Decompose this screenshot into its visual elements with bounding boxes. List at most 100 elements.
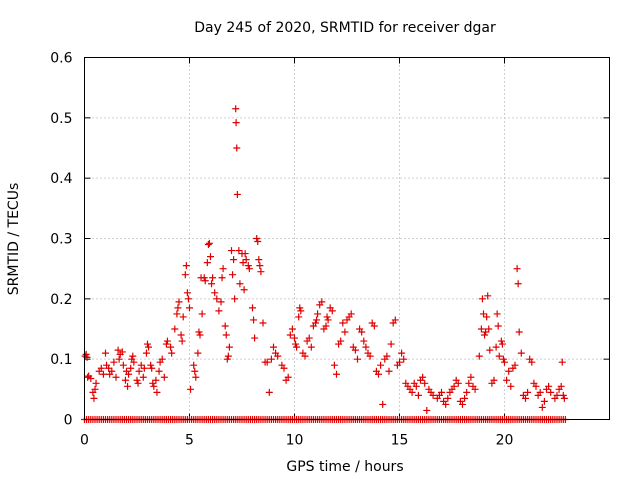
data-point — [478, 295, 486, 303]
data-point — [307, 343, 315, 351]
data-points — [81, 105, 569, 423]
data-point — [125, 370, 133, 378]
data-point — [408, 388, 416, 396]
data-point — [140, 364, 148, 372]
data-point — [254, 238, 262, 246]
data-point — [482, 328, 490, 336]
data-point — [536, 388, 544, 396]
data-point — [515, 328, 523, 336]
data-point — [323, 313, 331, 321]
data-point — [105, 364, 113, 372]
data-point — [124, 382, 132, 390]
data-point — [354, 355, 361, 363]
data-point — [513, 265, 521, 273]
x-tick-label: 20 — [496, 433, 514, 449]
data-point — [377, 361, 385, 369]
data-point — [547, 388, 555, 396]
data-point — [339, 319, 347, 327]
data-point — [330, 361, 338, 369]
data-point — [99, 370, 107, 378]
data-point — [148, 364, 156, 372]
data-point — [219, 265, 227, 273]
x-tick-label: 5 — [185, 433, 194, 449]
data-point — [253, 235, 261, 242]
data-point — [127, 364, 135, 372]
data-point — [494, 322, 502, 330]
data-point — [229, 271, 237, 279]
x-tick-label: 10 — [286, 433, 304, 449]
data-point — [274, 352, 282, 360]
data-point — [322, 322, 330, 330]
data-point — [239, 259, 247, 267]
data-point — [557, 382, 565, 390]
data-point — [228, 247, 235, 255]
data-point — [517, 349, 525, 357]
data-point — [186, 304, 193, 312]
data-point — [178, 337, 186, 345]
data-point — [97, 364, 105, 372]
data-point — [173, 310, 181, 318]
data-point — [256, 262, 264, 270]
data-point — [167, 343, 175, 351]
y-tick-label: 0.2 — [50, 292, 72, 308]
data-point — [201, 277, 209, 285]
data-point — [423, 406, 431, 414]
data-point — [208, 280, 216, 288]
data-point — [251, 334, 259, 342]
data-point — [177, 331, 185, 339]
data-point — [459, 400, 466, 408]
data-point — [454, 379, 462, 387]
data-point — [257, 268, 265, 276]
data-point — [147, 361, 155, 369]
tick-layer: 0 0.1 0.2 0.3 0.4 0.5 0.6 0 5 10 15 20 — [50, 51, 610, 449]
data-point — [505, 367, 513, 375]
data-point — [158, 355, 166, 363]
data-point — [480, 310, 487, 318]
data-point — [400, 355, 408, 363]
data-point — [358, 328, 366, 336]
data-point — [181, 271, 189, 279]
data-point — [291, 334, 298, 342]
data-point — [244, 262, 252, 270]
data-point — [232, 105, 240, 113]
data-point — [241, 250, 249, 258]
data-point — [137, 361, 145, 369]
data-point — [129, 352, 137, 360]
data-point — [92, 379, 100, 387]
data-point — [139, 373, 147, 381]
data-point — [242, 256, 250, 264]
data-point — [301, 352, 309, 360]
data-point — [114, 346, 122, 354]
data-point — [498, 340, 506, 348]
data-point — [375, 370, 382, 378]
data-point — [532, 382, 540, 390]
data-point — [222, 331, 230, 339]
data-point — [235, 247, 243, 255]
data-point — [112, 373, 120, 381]
data-point — [318, 298, 326, 306]
data-point — [385, 367, 393, 375]
data-point — [145, 343, 153, 351]
data-point — [444, 394, 452, 402]
data-point — [110, 358, 118, 366]
y-tick-label: 0 — [64, 413, 73, 429]
data-point — [360, 337, 368, 345]
data-point — [429, 391, 437, 399]
data-point — [200, 274, 208, 282]
y-axis-label: SRMTID / TECUs — [6, 183, 22, 296]
chart-title: Day 245 of 2020, SRMTID for receiver dga… — [194, 20, 496, 36]
data-point — [503, 376, 511, 384]
data-point — [209, 274, 217, 282]
data-point — [224, 352, 232, 360]
data-point — [524, 388, 532, 396]
data-point — [230, 256, 238, 264]
data-point — [205, 239, 213, 247]
data-point — [233, 190, 241, 198]
data-point — [295, 313, 303, 321]
data-point — [118, 348, 126, 356]
data-point — [267, 355, 275, 363]
data-point — [467, 373, 475, 381]
data-point — [265, 388, 273, 396]
data-point — [245, 265, 253, 273]
data-point — [296, 304, 304, 312]
